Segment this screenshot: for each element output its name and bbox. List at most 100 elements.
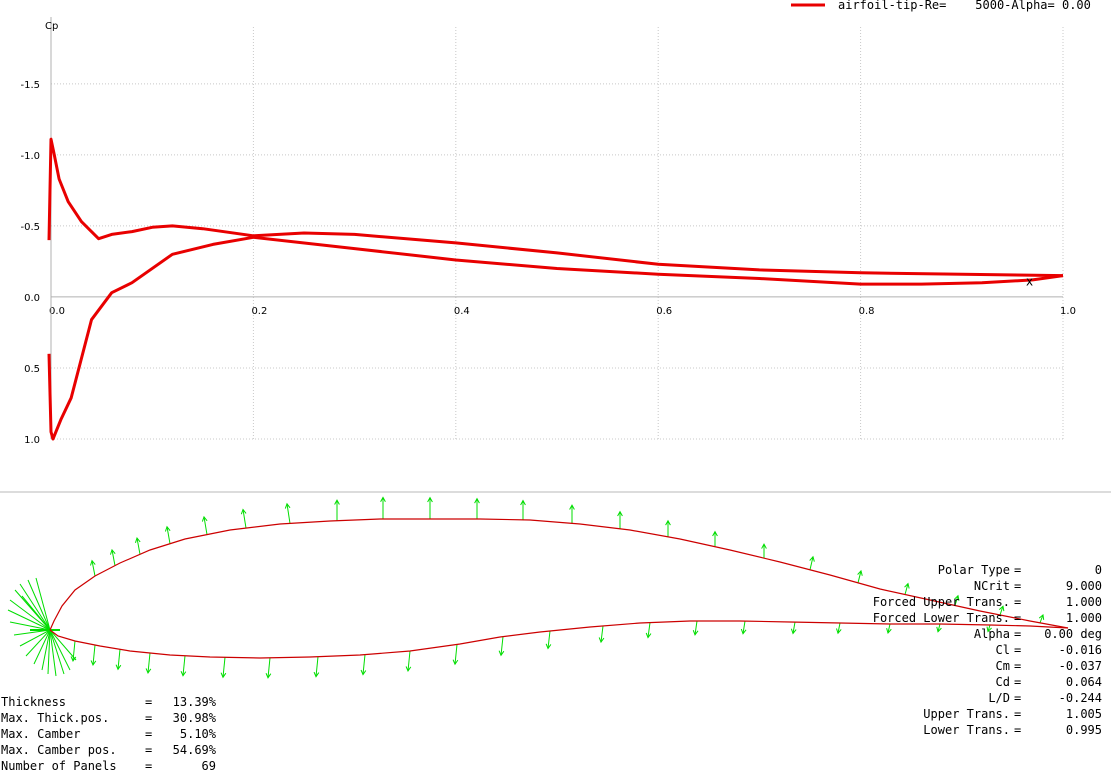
- pressure-arrow: [145, 652, 152, 675]
- geometry-value: 5.10%: [180, 727, 217, 741]
- cp-plot-panel[interactable]: 0.0 0.2 0.4 0.6 0.8 1.0 -1.5 -1.0 -0.5 0.0 0.5 1.0 …: [0, 0, 1111, 491]
- pressure-arrow: [452, 644, 459, 666]
- pressure-arrow: [115, 649, 122, 671]
- pressure-arrow: [265, 657, 272, 679]
- transition-marker: x: [1026, 275, 1033, 289]
- geometry-equals: =: [145, 711, 152, 725]
- result-label: L/D: [988, 691, 1010, 705]
- cp-chart: 0.0 0.2 0.4 0.6 0.8 1.0-1.5-1.0-0.50.00.51.0 …: [20, 0, 1091, 446]
- geometry-label: Number of Panels: [1, 759, 117, 772]
- pressure-arrow: [545, 630, 552, 650]
- pressure-arrow: [70, 640, 77, 663]
- leading-edge-arrow: [21, 595, 51, 631]
- y-tick-label: -0.5: [20, 222, 40, 233]
- panel-divider: [0, 491, 1111, 493]
- lower-surface: [49, 620, 1069, 659]
- result-value: 0: [1095, 563, 1102, 577]
- result-value: -0.244: [1059, 691, 1102, 705]
- pressure-arrow: [740, 621, 747, 635]
- geometry-equals: =: [145, 743, 152, 757]
- result-equals: =: [1014, 659, 1021, 673]
- airfoil-panel[interactable]: Thickness = 13.39% Max. Thick.pos. = 30.98% Ma…: [0, 493, 1111, 773]
- geometry-equals: =: [145, 759, 152, 772]
- pressure-arrow: [886, 623, 892, 635]
- pressure-arrow: [692, 620, 699, 636]
- result-value: 1.005: [1066, 707, 1102, 721]
- result-label: NCrit: [974, 579, 1010, 593]
- geometry-equals: =: [145, 695, 152, 709]
- geometry-value: 69: [202, 759, 216, 772]
- suction-arrow: [569, 504, 575, 524]
- result-label: Cm: [996, 659, 1010, 673]
- leading-edge-arrow: [35, 577, 51, 631]
- result-label: Alpha: [974, 627, 1010, 641]
- leading-edge-arrow: [25, 629, 51, 657]
- cp-curve-upper: [47, 137, 1064, 278]
- suction-arrow: [617, 510, 623, 529]
- pressure-arrow: [90, 644, 97, 667]
- leading-edge-arrow: [41, 629, 51, 671]
- pressure-arrow: [598, 625, 605, 644]
- result-value: 0.064: [1066, 675, 1102, 689]
- y-tick-label: 0.5: [24, 364, 40, 375]
- x-tick-label: 0.6: [656, 306, 672, 317]
- pressure-arrow: [180, 655, 187, 677]
- geometry-equals: =: [145, 727, 152, 741]
- leading-edge-arrow: [33, 629, 51, 665]
- suction-arrow: [1038, 613, 1045, 624]
- axes: 0.0 0.2 0.4 0.6 0.8 1.0 -1.5 -1.0 -0.5 0.0 0.5 1.0: [20, 17, 1076, 446]
- suction-arrow: [857, 569, 863, 583]
- grid-layer: [51, 27, 1064, 440]
- y-tick-label: 1.0: [24, 435, 40, 446]
- y-tick-label: -1.5: [20, 80, 40, 91]
- result-label: Forced Lower Trans.: [873, 611, 1010, 625]
- suction-arrow: [665, 519, 671, 537]
- result-value: -0.016: [1059, 643, 1102, 657]
- result-value: 0.995: [1066, 723, 1102, 737]
- suction-arrow: [380, 496, 386, 519]
- legend: airfoil-tip-Re= 5000-Alpha= 0.00: [791, 0, 1091, 12]
- geometry-label: Max. Thick.pos.: [1, 711, 109, 725]
- result-value: 1.000: [1066, 611, 1102, 625]
- suction-arrow: [284, 502, 291, 524]
- result-label: Cl: [996, 643, 1010, 657]
- pressure-arrow: [313, 656, 320, 678]
- suction-arrow: [761, 543, 767, 559]
- suction-arrow: [334, 499, 340, 521]
- leading-edge-arrow: [49, 629, 77, 661]
- result-equals: =: [1014, 611, 1021, 625]
- leading-edge-arrow: [9, 621, 51, 631]
- geometry-info: Thickness = 13.39% Max. Thick.pos. = 30.98% Ma…: [1, 695, 217, 773]
- cp-curve-lower: [47, 235, 1064, 441]
- result-label: Upper Trans.: [923, 707, 1010, 721]
- suction-arrow: [998, 605, 1005, 616]
- airfoil-contour: [49, 518, 1069, 659]
- leading-edge-arrow: [49, 629, 71, 671]
- result-equals: =: [1014, 627, 1021, 641]
- pressure-arrow: [405, 650, 412, 673]
- result-value: -0.037: [1059, 659, 1102, 673]
- result-equals: =: [1014, 595, 1021, 609]
- suction-arrow: [164, 525, 171, 544]
- x-tick-label: 0.2: [251, 306, 267, 317]
- geometry-value: 54.69%: [173, 743, 217, 757]
- geometry-value: 30.98%: [173, 711, 217, 725]
- airfoil-view: Thickness = 13.39% Max. Thick.pos. = 30.98% Ma…: [1, 496, 1102, 773]
- leading-edge-arrow: [49, 629, 65, 675]
- pressure-arrow: [986, 624, 992, 633]
- x-tick-label: 0.0: [49, 306, 65, 317]
- suction-arrow: [954, 594, 960, 606]
- x-tick-label: 0.4: [454, 306, 470, 317]
- suction-arrow: [201, 515, 208, 535]
- result-equals: =: [1014, 723, 1021, 737]
- suction-arrow: [134, 537, 141, 555]
- pressure-arrow: [498, 636, 505, 657]
- pressure-arrow: [936, 623, 942, 633]
- suction-arrow: [520, 499, 526, 520]
- x-tick-label: 0.8: [859, 306, 875, 317]
- result-label: Polar Type: [938, 563, 1010, 577]
- pressure-arrow: [220, 657, 227, 679]
- suction-arrow: [109, 548, 116, 566]
- results-info: Polar Type = 0 NCrit = 9.000 Forced Upper Tran…: [873, 563, 1102, 737]
- leading-edge-arrow: [9, 599, 51, 631]
